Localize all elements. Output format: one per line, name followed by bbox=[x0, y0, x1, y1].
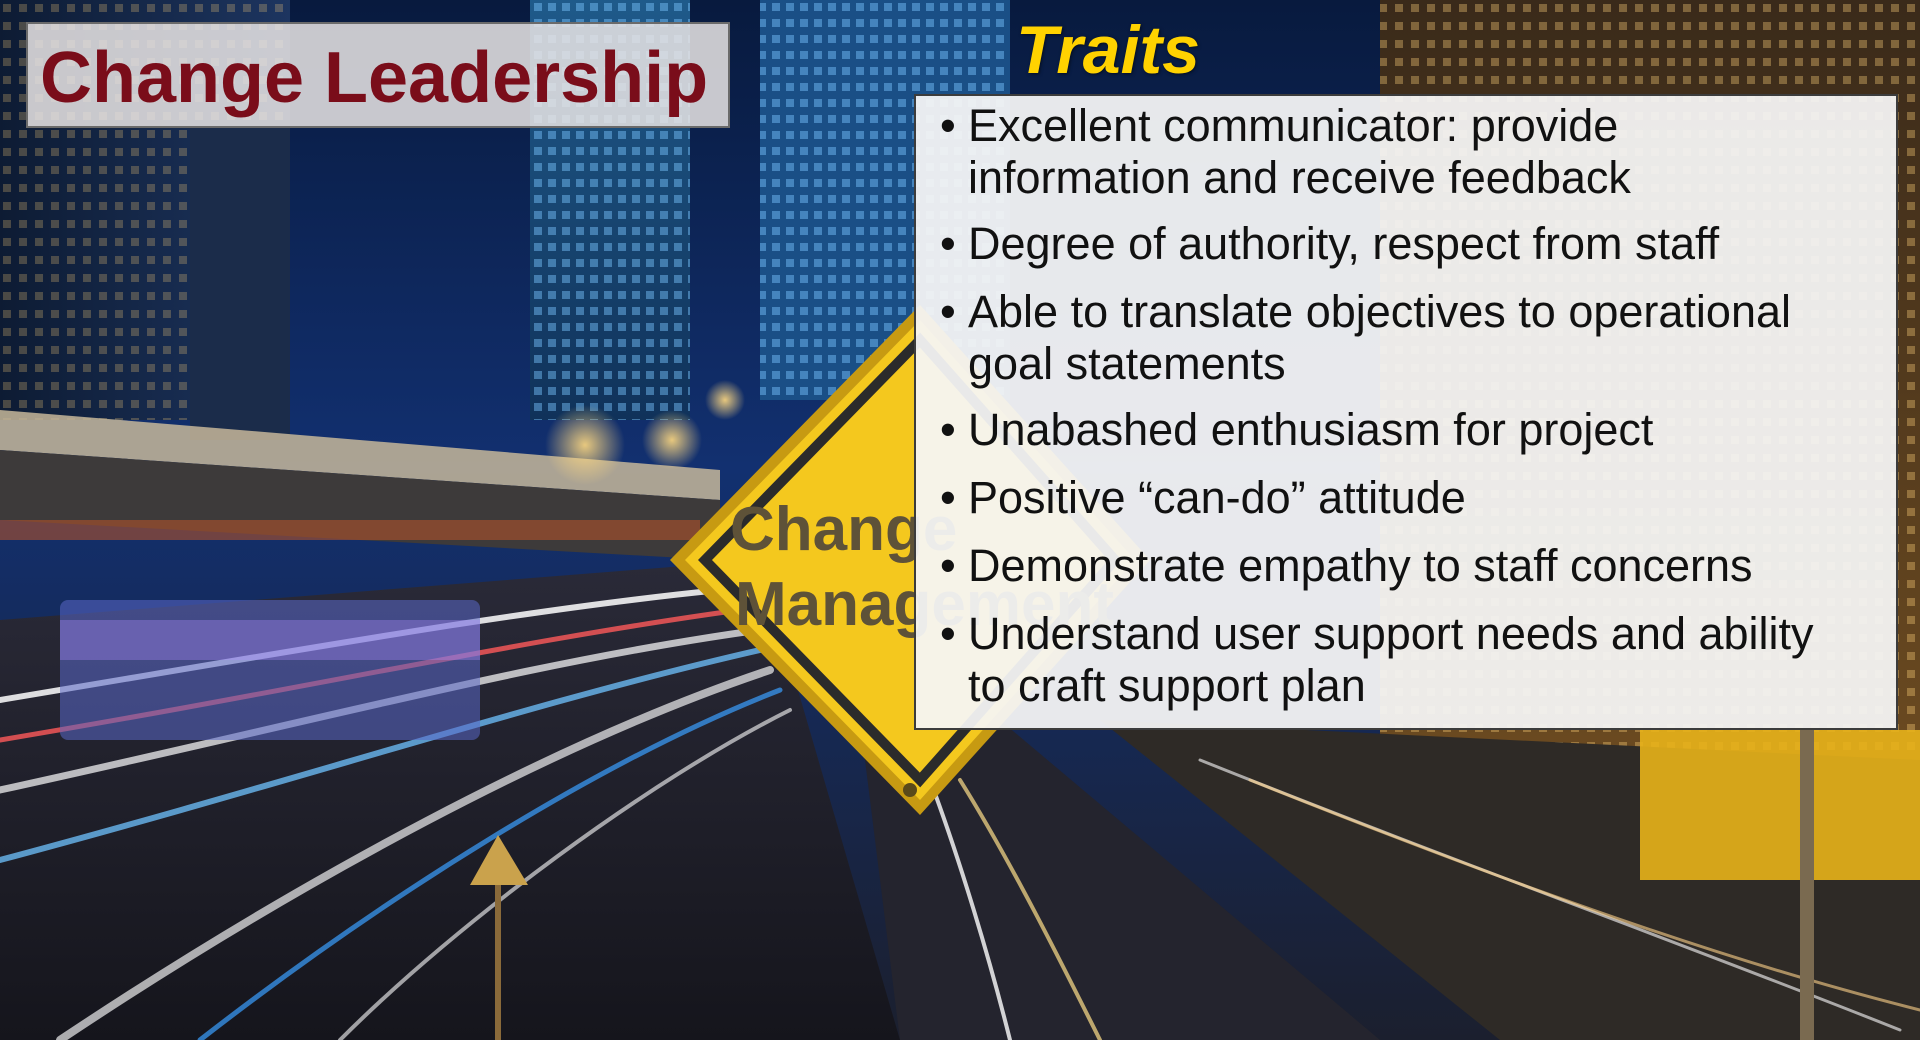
bullet: • bbox=[940, 286, 956, 337]
bullet: • bbox=[940, 608, 956, 659]
bullet: • bbox=[940, 404, 956, 455]
bullet: • bbox=[940, 540, 956, 591]
trait-text: Understand user support needs and abilit… bbox=[968, 608, 1814, 711]
trait-text: Excellent communicator: provide informat… bbox=[968, 100, 1631, 203]
traits-heading: Traits bbox=[1016, 12, 1200, 88]
bullet: • bbox=[940, 100, 956, 151]
trait-text: Demonstrate empathy to staff concerns bbox=[968, 540, 1753, 591]
trait-text: Positive “can-do” attitude bbox=[968, 472, 1466, 523]
title-box: Change Leadership bbox=[26, 22, 730, 128]
bullet: • bbox=[940, 472, 956, 523]
bullet: • bbox=[940, 218, 956, 269]
traits-box: • Excellent communicator: provide inform… bbox=[914, 94, 1898, 730]
trait-text: Unabashed enthusiasm for project bbox=[968, 404, 1654, 455]
slide-title: Change Leadership bbox=[40, 38, 709, 118]
trait-text: Degree of authority, respect from staff bbox=[968, 218, 1720, 269]
trait-text: Able to translate objectives to operatio… bbox=[968, 286, 1792, 389]
